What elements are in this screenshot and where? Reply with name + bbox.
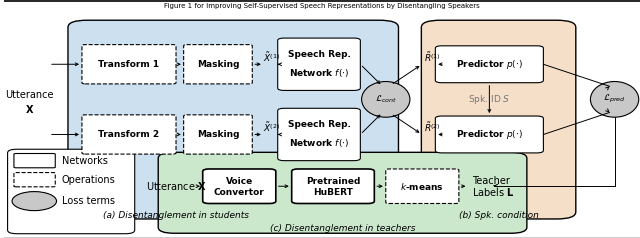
Text: Transform 2: Transform 2 <box>99 130 159 139</box>
Text: Labels $\bf{L}$: Labels $\bf{L}$ <box>472 186 514 198</box>
Text: Figure 1 for Improving Self-Supervised Speech Representations by Disentangling S: Figure 1 for Improving Self-Supervised S… <box>164 3 480 9</box>
FancyBboxPatch shape <box>82 115 176 154</box>
FancyBboxPatch shape <box>14 154 55 168</box>
Text: $\bf{X}$: $\bf{X}$ <box>25 104 35 115</box>
Text: $\tilde{X}^{(1)}$: $\tilde{X}^{(1)}$ <box>263 50 280 64</box>
Text: $\mathcal{L}_{pred}$: $\mathcal{L}_{pred}$ <box>603 93 626 105</box>
FancyBboxPatch shape <box>435 116 543 153</box>
Text: $\tilde{R}^{(2)}$: $\tilde{R}^{(2)}$ <box>424 120 440 134</box>
Text: Pretrained: Pretrained <box>306 177 360 186</box>
FancyBboxPatch shape <box>14 173 55 187</box>
Text: $\mathcal{L}_{cont}$: $\mathcal{L}_{cont}$ <box>374 94 397 105</box>
Text: (b) Spk. condition: (b) Spk. condition <box>459 211 539 220</box>
FancyBboxPatch shape <box>68 20 399 219</box>
FancyBboxPatch shape <box>278 38 360 90</box>
Text: $k$-means: $k$-means <box>401 181 444 192</box>
Text: Spk. ID $S$: Spk. ID $S$ <box>468 93 511 106</box>
Ellipse shape <box>591 82 639 117</box>
Text: Speech Rep.: Speech Rep. <box>287 120 351 129</box>
Text: Utterance: Utterance <box>6 90 54 100</box>
FancyBboxPatch shape <box>292 169 374 203</box>
Text: Speech Rep.: Speech Rep. <box>287 50 351 59</box>
Text: Transform 1: Transform 1 <box>99 60 159 69</box>
Text: Network $f(\cdot)$: Network $f(\cdot)$ <box>289 137 349 149</box>
FancyBboxPatch shape <box>386 169 459 203</box>
Text: Operations: Operations <box>61 175 115 185</box>
Text: Predictor $p(\cdot)$: Predictor $p(\cdot)$ <box>456 58 523 71</box>
Text: Convertor: Convertor <box>214 188 264 197</box>
Text: $\tilde{X}^{(2)}$: $\tilde{X}^{(2)}$ <box>263 120 280 134</box>
Text: (c) Disentanglement in teachers: (c) Disentanglement in teachers <box>270 224 415 233</box>
FancyBboxPatch shape <box>8 149 134 234</box>
Text: Predictor $p(\cdot)$: Predictor $p(\cdot)$ <box>456 128 523 141</box>
Text: Networks: Networks <box>61 156 108 166</box>
FancyBboxPatch shape <box>184 45 252 84</box>
Text: $\tilde{R}^{(1)}$: $\tilde{R}^{(1)}$ <box>424 50 440 64</box>
Text: Teacher: Teacher <box>472 176 509 187</box>
FancyBboxPatch shape <box>203 169 276 203</box>
Text: Masking: Masking <box>196 60 239 69</box>
FancyBboxPatch shape <box>278 108 360 161</box>
FancyBboxPatch shape <box>82 45 176 84</box>
Text: Voice: Voice <box>226 177 253 186</box>
Text: Utterance $\bf{X}$: Utterance $\bf{X}$ <box>146 180 206 192</box>
Text: HuBERT: HuBERT <box>313 188 353 197</box>
Text: Network $f(\cdot)$: Network $f(\cdot)$ <box>289 67 349 79</box>
Ellipse shape <box>362 82 410 117</box>
FancyBboxPatch shape <box>158 152 527 233</box>
Text: Loss terms: Loss terms <box>61 196 115 206</box>
Ellipse shape <box>12 192 56 211</box>
FancyBboxPatch shape <box>421 20 576 219</box>
FancyBboxPatch shape <box>435 46 543 83</box>
FancyBboxPatch shape <box>184 115 252 154</box>
Text: Masking: Masking <box>196 130 239 139</box>
Text: (a) Disentanglement in students: (a) Disentanglement in students <box>103 211 249 220</box>
